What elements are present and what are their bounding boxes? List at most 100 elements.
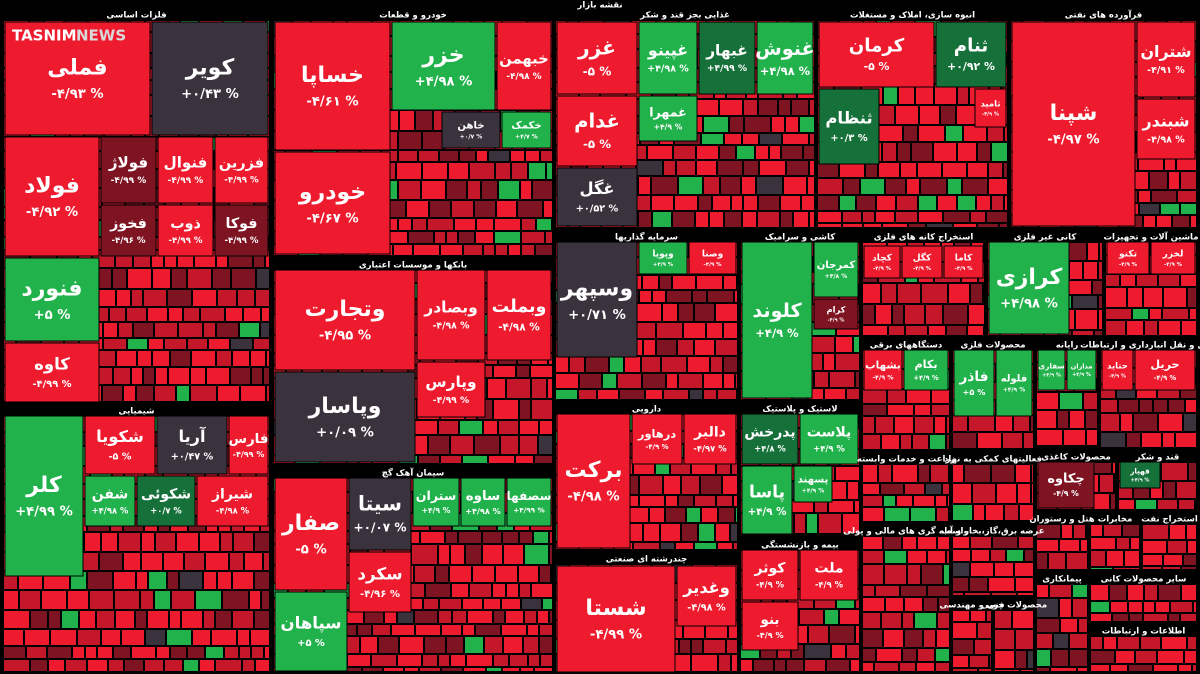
small-tile [734,496,737,506]
small-tile [759,196,779,210]
stock-tile [638,21,698,95]
small-tile [468,611,492,623]
small-tile [953,611,969,621]
small-tile [725,134,741,144]
small-tile [206,467,217,483]
small-tile [535,456,552,463]
small-tile [460,151,475,161]
stock-change: +۴/۹ % [1072,372,1091,378]
stock-change: +۴/۹ % [653,262,674,268]
stock-tile [214,136,269,204]
small-tile [496,566,517,582]
small-tile [652,196,673,210]
small-tile [830,372,854,387]
small-tile [795,514,805,533]
small-tile [854,337,859,352]
small-tile [502,625,526,635]
small-tile [464,245,482,255]
sector-title: واسطه گری های مالی و پولی [843,526,969,537]
small-tile [361,637,377,653]
small-tile [840,163,864,177]
small-tile [539,436,552,454]
small-tile [1091,551,1105,566]
small-tile [692,640,702,653]
small-tile [791,501,813,512]
small-tile [711,357,722,372]
small-tile [397,163,421,179]
small-tile [200,533,219,551]
small-tile [467,655,492,666]
small-tile [241,386,265,401]
sector-title: فلزات اساسی [106,11,166,21]
small-tile [928,551,945,563]
sector-header-bg [3,404,270,416]
small-tile [907,179,919,194]
small-tile [483,545,502,564]
stock-change: -۴/۹۹ % [590,627,642,642]
small-tile [1052,650,1068,666]
small-tile [145,660,163,671]
stock-name: غمهرا [649,104,687,119]
small-tile [464,668,485,671]
small-tile [436,566,448,582]
small-tile [1179,665,1191,671]
small-tile [1158,500,1177,509]
small-tile [953,593,963,595]
small-tile [251,351,265,366]
small-tile [428,219,453,230]
small-tile [829,501,853,512]
small-tile [640,291,651,302]
small-tile [153,351,169,366]
small-tile [1144,288,1162,307]
small-tile [781,212,792,227]
stock-tile [496,21,552,111]
small-tile [986,505,1003,520]
small-tile [897,196,917,210]
sector-header-bg [952,524,1034,536]
sector-title: دارویی [632,405,662,415]
stock-name: خبهمن [499,50,549,67]
small-tile [634,543,659,549]
small-tile [548,379,552,398]
small-tile [531,366,552,377]
small-tile [451,655,465,666]
small-tile [922,284,947,303]
small-tile [893,305,903,324]
small-tile [1050,585,1071,597]
small-tile [863,565,883,584]
small-tile [501,436,518,454]
small-tile [1004,163,1007,177]
small-tile [528,625,538,635]
small-tile [938,537,949,549]
stock-name: کرام [826,305,845,316]
small-tile [447,232,457,243]
small-tile [879,163,899,177]
small-tile [1121,414,1132,431]
small-tile [556,374,578,388]
small-tile [344,625,356,635]
stock-change: +۴/۹۸ % [92,505,129,515]
small-tile [206,647,223,658]
small-tile [416,111,432,130]
small-tile [929,326,945,335]
small-tile [1168,541,1186,553]
sector-header-bg [1036,512,1088,524]
small-tile [1005,505,1018,520]
small-tile [944,305,967,324]
small-tile [953,484,971,503]
small-tile [207,368,229,384]
sector-title: فعالیتهای کمکی به نهاد [944,455,1042,465]
small-tile [642,357,660,372]
small-tile [948,179,961,194]
small-tile [1123,525,1139,536]
small-tile [233,351,249,366]
small-tile [1182,321,1196,335]
small-tile [49,660,64,671]
stock-name: غدام [574,110,620,133]
small-tile [818,163,838,177]
small-tile [695,496,715,506]
small-tile [847,389,859,399]
small-tile [238,290,254,306]
stock-change: +۴/۹۸ % [647,64,689,75]
